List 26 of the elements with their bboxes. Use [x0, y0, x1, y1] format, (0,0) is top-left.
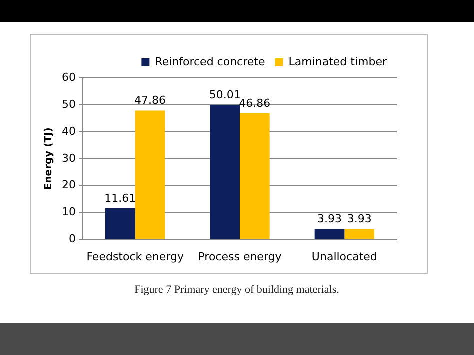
y-tick-label: 30 [62, 152, 76, 165]
bar [210, 104, 240, 240]
bar [344, 229, 374, 240]
data-label: 3.93 [347, 212, 372, 226]
y-tick-label: 10 [62, 206, 76, 219]
y-tick-label: 40 [62, 124, 76, 138]
data-label: 50.01 [209, 88, 241, 102]
data-label: 47.86 [134, 94, 166, 108]
data-label: 11.61 [104, 192, 136, 205]
legend-label: Laminated timber [288, 55, 388, 68]
y-tick-label: 20 [62, 178, 76, 192]
y-tick-label: 60 [62, 70, 76, 84]
bar [240, 113, 270, 240]
y-tick-label: 50 [62, 98, 76, 111]
bar [106, 208, 136, 240]
y-tick-label: 0 [68, 232, 76, 246]
data-label: 3.93 [318, 212, 342, 226]
x-tick-label: Process energy [198, 250, 282, 264]
bar [135, 110, 166, 240]
data-label: 46.86 [239, 96, 271, 110]
caption: Figure 7 Primary energy of building materials. [134, 284, 340, 296]
x-tick-label: Feedstock energy [86, 250, 184, 264]
legend-label: Reinforced concrete [155, 55, 266, 68]
y-axis-title: Energy (TJ) [44, 128, 55, 190]
bar [314, 229, 345, 240]
x-tick-label: Unallocated [312, 250, 378, 264]
